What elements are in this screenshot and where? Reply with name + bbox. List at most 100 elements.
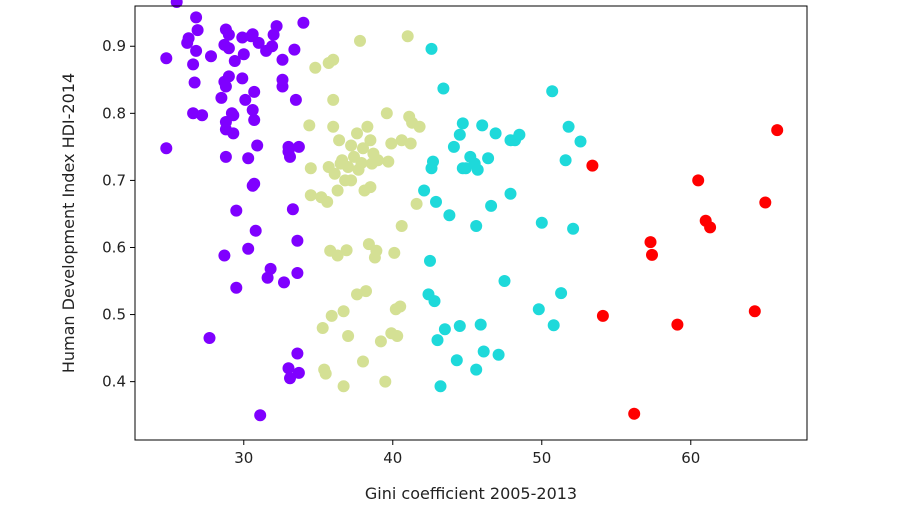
data-point bbox=[357, 355, 369, 368]
data-point bbox=[438, 323, 451, 336]
data-point bbox=[215, 91, 228, 104]
data-point bbox=[316, 322, 329, 334]
data-point bbox=[567, 222, 580, 235]
data-point bbox=[360, 285, 372, 298]
data-point bbox=[227, 127, 240, 140]
y-tick-label: 0.8 bbox=[102, 104, 126, 122]
data-point bbox=[288, 43, 301, 56]
data-point bbox=[187, 107, 200, 120]
data-point bbox=[188, 76, 201, 89]
data-point bbox=[345, 174, 358, 187]
data-point bbox=[237, 48, 250, 61]
x-tick-label: 50 bbox=[532, 449, 551, 467]
data-point bbox=[482, 152, 495, 165]
data-point bbox=[340, 244, 353, 257]
data-point bbox=[246, 104, 259, 116]
x-axis-label: Gini coefficient 2005-2013 bbox=[365, 484, 577, 503]
y-axis-ticks: 0.4 0.5 0.6 0.7 0.8 0.9 bbox=[102, 37, 135, 391]
data-point bbox=[443, 209, 456, 222]
data-point bbox=[239, 93, 252, 106]
data-point bbox=[535, 216, 548, 229]
data-point bbox=[242, 242, 255, 255]
data-point bbox=[249, 224, 262, 237]
data-point bbox=[321, 195, 334, 208]
data-point bbox=[254, 409, 267, 422]
data-point bbox=[291, 347, 304, 360]
data-point bbox=[325, 309, 338, 322]
y-tick-label: 0.7 bbox=[102, 171, 126, 189]
data-point bbox=[357, 142, 369, 155]
y-tick-label: 0.5 bbox=[102, 306, 126, 324]
data-point bbox=[430, 195, 442, 208]
y-tick-label: 0.9 bbox=[102, 37, 126, 55]
data-point bbox=[328, 167, 341, 180]
data-point bbox=[771, 124, 784, 137]
data-point bbox=[222, 28, 235, 41]
data-point bbox=[434, 380, 447, 393]
data-point bbox=[485, 199, 498, 212]
data-point bbox=[289, 93, 302, 106]
data-point bbox=[453, 320, 466, 332]
data-point bbox=[596, 309, 609, 322]
data-point bbox=[385, 137, 398, 150]
data-point bbox=[671, 318, 684, 331]
y-axis-label: Human Development Index HDI-2014 bbox=[59, 73, 78, 373]
data-point bbox=[379, 375, 392, 388]
data-point bbox=[342, 161, 355, 173]
data-point bbox=[345, 139, 358, 152]
data-point bbox=[474, 318, 487, 331]
data-point bbox=[437, 82, 450, 95]
data-point bbox=[219, 80, 232, 93]
data-point bbox=[182, 32, 195, 45]
data-point bbox=[395, 134, 408, 147]
data-point bbox=[291, 234, 304, 247]
data-point bbox=[364, 134, 377, 147]
data-point bbox=[291, 267, 304, 279]
data-point bbox=[190, 44, 203, 57]
data-point bbox=[251, 139, 264, 152]
data-point bbox=[532, 303, 545, 316]
data-point bbox=[218, 249, 231, 262]
data-point bbox=[227, 109, 240, 122]
plot-area-frame bbox=[134, 5, 808, 441]
data-point bbox=[333, 134, 346, 147]
y-tick-label: 0.4 bbox=[102, 373, 126, 391]
data-point bbox=[327, 53, 340, 66]
data-point bbox=[748, 305, 761, 318]
data-point bbox=[219, 150, 232, 163]
data-point bbox=[559, 154, 572, 167]
data-point bbox=[351, 288, 363, 301]
data-point bbox=[388, 246, 401, 259]
data-point bbox=[450, 354, 463, 367]
data-point bbox=[513, 128, 526, 141]
data-point bbox=[230, 281, 243, 294]
data-point bbox=[228, 55, 241, 67]
y-tick-label: 0.6 bbox=[102, 238, 126, 256]
data-point bbox=[205, 50, 217, 63]
data-point bbox=[477, 345, 490, 358]
data-point bbox=[704, 221, 717, 234]
x-tick-label: 30 bbox=[234, 449, 253, 467]
data-point bbox=[418, 184, 431, 197]
data-point bbox=[309, 61, 322, 74]
data-point bbox=[391, 330, 404, 342]
data-point bbox=[276, 73, 289, 86]
data-point bbox=[371, 154, 384, 167]
data-point bbox=[374, 335, 387, 348]
data-point bbox=[759, 196, 772, 209]
data-point bbox=[489, 127, 502, 140]
x-axis-ticks: 30 40 50 60 bbox=[234, 440, 700, 467]
data-point bbox=[292, 140, 305, 153]
data-point bbox=[546, 85, 559, 98]
data-point bbox=[327, 93, 340, 106]
data-point bbox=[364, 181, 377, 194]
scatter-points bbox=[160, 0, 784, 422]
data-point bbox=[470, 220, 483, 232]
data-point bbox=[562, 120, 575, 133]
data-point bbox=[504, 187, 517, 200]
data-point bbox=[170, 0, 183, 8]
data-point bbox=[361, 120, 374, 133]
data-point bbox=[264, 262, 277, 275]
data-point bbox=[337, 305, 350, 318]
